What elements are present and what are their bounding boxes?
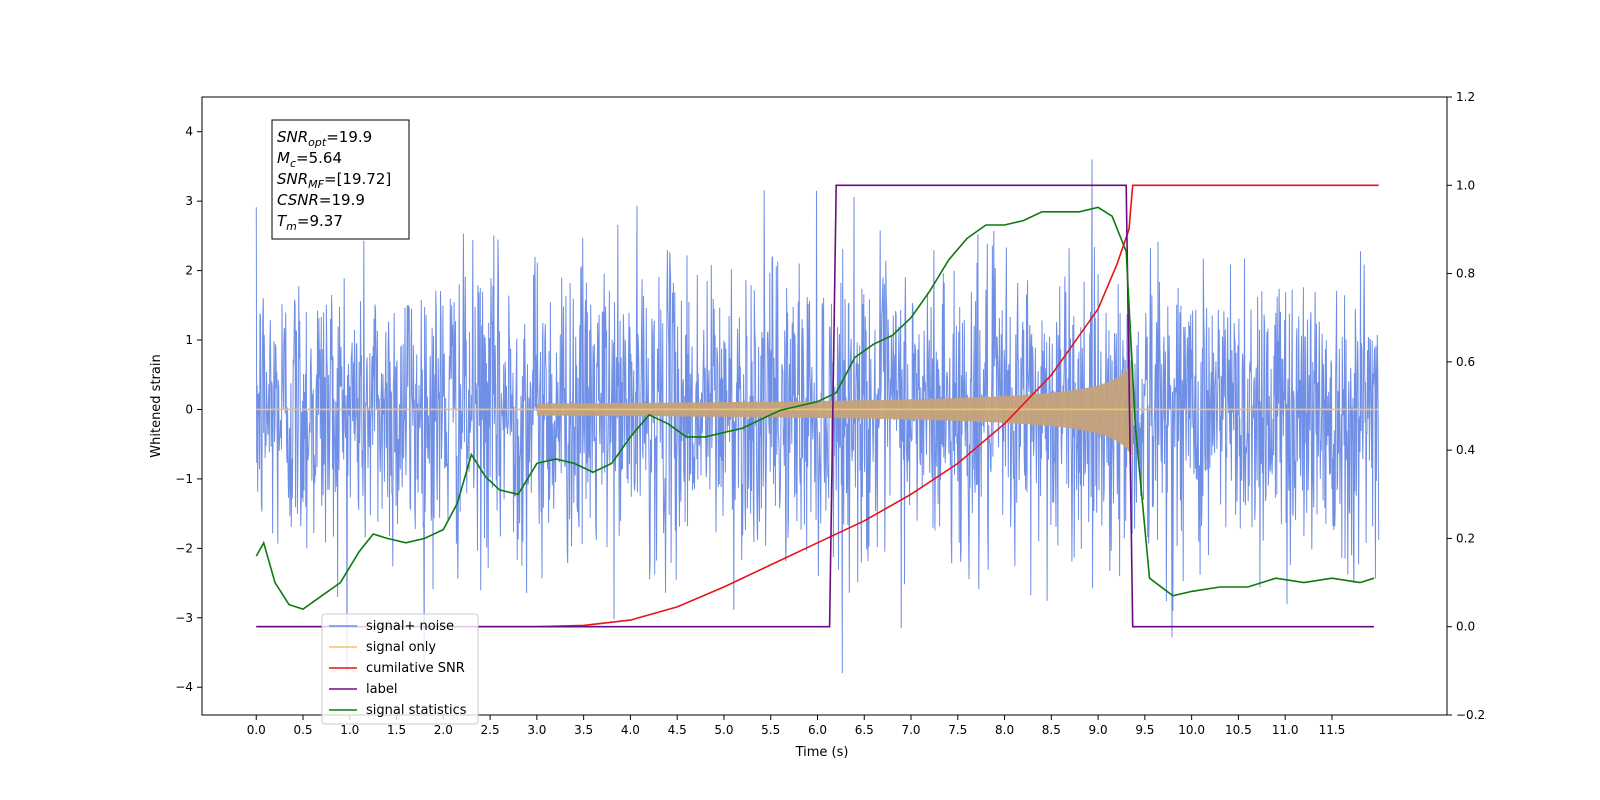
annotation-line: CSNR=19.9 [277,191,365,209]
y-tick-label-right: −0.2 [1456,708,1485,722]
annotation-line: Tm=9.37 [277,212,343,233]
x-tick-label: 11.0 [1272,723,1299,737]
y-tick-label-left: −3 [175,611,193,625]
x-tick-label: 9.5 [1135,723,1154,737]
x-tick-label: 2.5 [481,723,500,737]
x-tick-label: 9.0 [1089,723,1108,737]
x-tick-label: 3.0 [527,723,546,737]
annotation-line: SNRopt=19.9 [277,128,372,149]
x-tick-label: 0.0 [247,723,266,737]
legend-label: signal only [366,640,436,655]
y-tick-label-right: 0.8 [1456,267,1475,281]
series-cumilative-snr [256,184,1379,628]
x-tick-label: 8.5 [1042,723,1061,737]
axes-frame [201,96,1448,716]
legend-label: signal+ noise [366,619,454,634]
legend-label: signal statistics [366,703,467,718]
y-tick-label-right: 0.4 [1456,443,1475,457]
y-tick-label-left: 3 [185,194,193,208]
y-tick-label-right: 0.0 [1456,620,1475,634]
x-tick-label: 6.5 [855,723,874,737]
x-tick-label: 10.0 [1178,723,1205,737]
y-axis-left: −4 −3 −2 −1 0 1 2 3 4 [175,125,202,694]
x-axis: 0.0 0.5 1.0 1.5 2.0 2.5 3.0 3.5 4.0 4.5 5.0 5.5 6.0 6… [247,715,1346,737]
y-tick-label-left: −1 [175,472,193,486]
legend-label: cumilative SNR [366,661,465,676]
y-tick-label-right: 1.0 [1456,178,1475,192]
y-tick-label-left: 1 [185,333,193,347]
legend: signal+ noise signal only cumilative SNR la… [321,613,479,725]
y-tick-label-left: −2 [175,541,193,555]
y-tick-label-right: 0.2 [1456,531,1475,545]
x-tick-label: 2.0 [434,723,453,737]
x-tick-label: 5.5 [761,723,780,737]
x-tick-label: 1.5 [387,723,406,737]
y-tick-label-right: 0.6 [1456,355,1475,369]
series-signal-plus-noise [255,159,1380,674]
x-tick-label: 4.5 [668,723,687,737]
x-tick-label: 7.0 [901,723,920,737]
x-tick-label: 0.5 [293,723,312,737]
x-tick-label: 5.0 [714,723,733,737]
y-axis-label: Whitened strain [149,354,164,457]
y-tick-label-left: −4 [175,680,193,694]
series-label [256,184,1374,628]
x-tick-label: 1.0 [340,723,359,737]
legend-label: label [366,682,397,697]
x-tick-label: 11.5 [1319,723,1346,737]
y-tick-label-left: 0 [185,402,193,416]
annotation-frame [271,119,410,240]
plot-area [255,159,1380,674]
x-tick-label: 7.5 [948,723,967,737]
x-tick-label: 8.0 [995,723,1014,737]
legend-frame [321,613,479,725]
y-tick-label-left: 4 [185,125,193,139]
y-tick-label-left: 2 [185,264,193,278]
x-tick-label: 10.5 [1225,723,1252,737]
x-tick-label: 4.0 [621,723,640,737]
annotation-line: Mc=5.64 [277,149,342,170]
annotation-line: SNRMF=[19.72] [277,170,391,191]
y-tick-label-right: 1.2 [1456,90,1475,104]
stats-annotation-box: SNRopt=19.9Mc=5.64SNRMF=[19.72]CSNR=19.9… [271,119,410,240]
y-axis-right: −0.2 0.0 0.2 0.4 0.6 0.8 1.0 1.2 [1447,90,1485,722]
x-axis-label: Time (s) [795,745,849,760]
series-signal-statistics [255,206,1375,610]
x-tick-label: 3.5 [574,723,593,737]
x-tick-label: 6.0 [808,723,827,737]
